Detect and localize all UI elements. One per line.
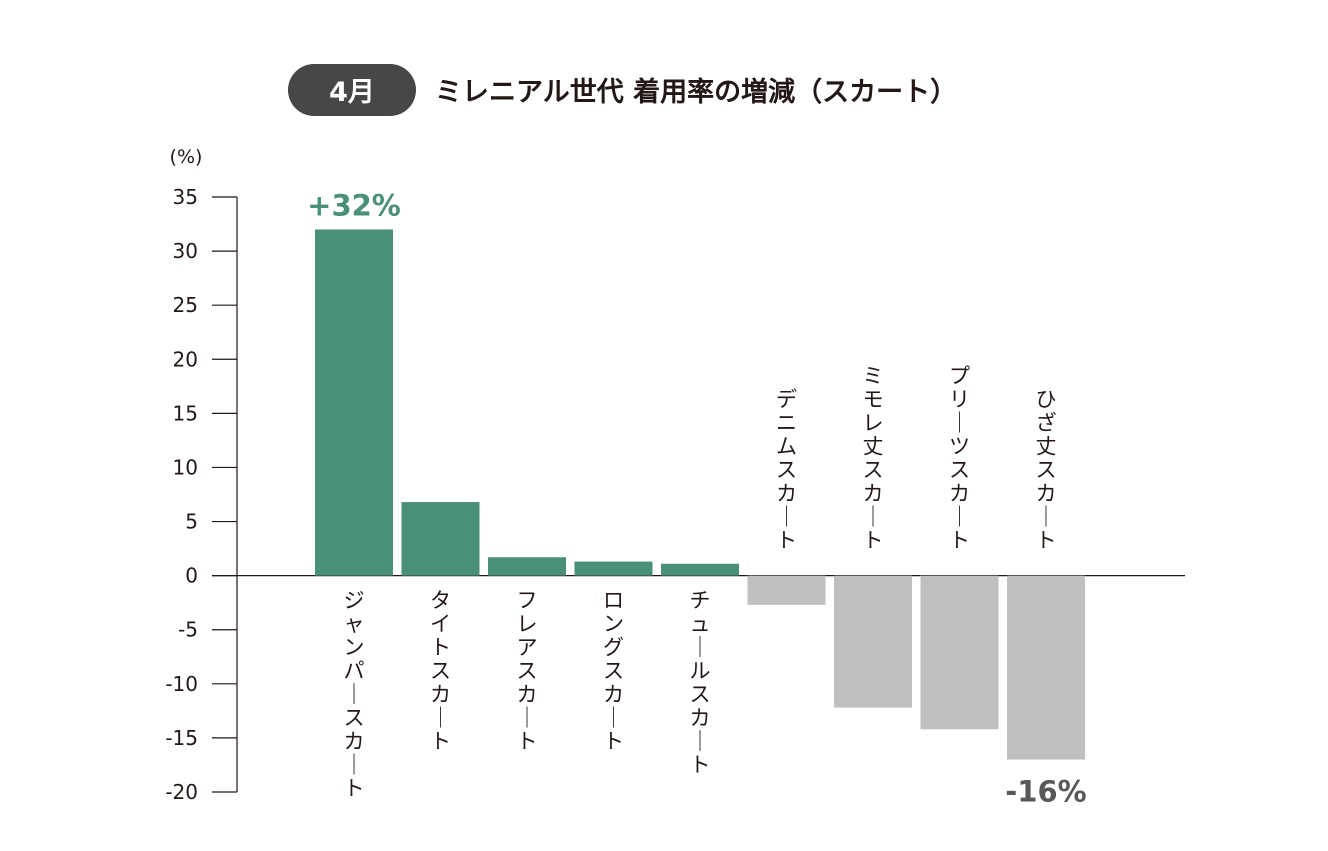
y-tick-label: 30 xyxy=(173,239,198,263)
chart-header: 4月 ミレニアル世代 着用率の増減（スカート） xyxy=(288,64,957,116)
y-axis-ticks: 35 30 25 20 15 10 5 0 -5 -10 -15 -20 xyxy=(165,185,237,804)
y-tick-label: 35 xyxy=(173,185,198,209)
y-axis-unit: (%) xyxy=(170,146,203,168)
bar xyxy=(920,575,999,730)
y-tick-label: 25 xyxy=(173,293,198,317)
category-labels: ジャンパ｜スカ｜ト タイトスカ｜ト フレアスカ｜ト ロングスカ｜ト チュ｜ルスカ｜ト デニ… xyxy=(344,364,1057,801)
month-badge-label: 4月 xyxy=(329,77,375,108)
bar xyxy=(747,575,826,605)
data-label: -16% xyxy=(1005,775,1086,809)
month-badge xyxy=(288,64,416,116)
category-label: ミモレ丈スカ｜ト xyxy=(863,364,884,553)
y-tick-label: -10 xyxy=(165,672,198,696)
category-label: タイトスカ｜ト xyxy=(430,589,451,754)
y-tick-label: -20 xyxy=(165,780,198,804)
category-label: プリ｜ツスカ｜ト xyxy=(949,364,970,553)
bar xyxy=(1007,575,1085,760)
category-label: ロングスカ｜ト xyxy=(603,589,624,754)
y-tick-label: 15 xyxy=(173,401,198,425)
bar xyxy=(315,229,393,576)
y-tick-label: 5 xyxy=(185,510,198,534)
data-label: +32% xyxy=(307,188,401,222)
bar xyxy=(401,502,480,576)
y-tick-label: 20 xyxy=(173,347,198,371)
category-label: フレアスカ｜ト xyxy=(517,589,538,754)
data-labels: +32% -16% xyxy=(307,188,1087,808)
y-tick-label: -5 xyxy=(178,618,198,642)
bar xyxy=(661,563,739,576)
category-label: デニムスカ｜ト xyxy=(776,388,797,553)
bar xyxy=(488,557,566,576)
bar xyxy=(834,575,912,708)
category-label: ひざ丈スカ｜ト xyxy=(1036,388,1057,553)
bar xyxy=(574,561,653,576)
y-tick-label: 10 xyxy=(173,455,198,479)
bars xyxy=(315,229,1085,760)
y-tick-label: 0 xyxy=(185,564,198,588)
category-label: ジャンパ｜スカ｜ト xyxy=(344,589,365,801)
chart-title: ミレニアル世代 着用率の増減（スカート） xyxy=(435,76,957,108)
y-tick-label: -15 xyxy=(165,726,198,750)
category-label: チュ｜ルスカ｜ト xyxy=(690,589,711,778)
